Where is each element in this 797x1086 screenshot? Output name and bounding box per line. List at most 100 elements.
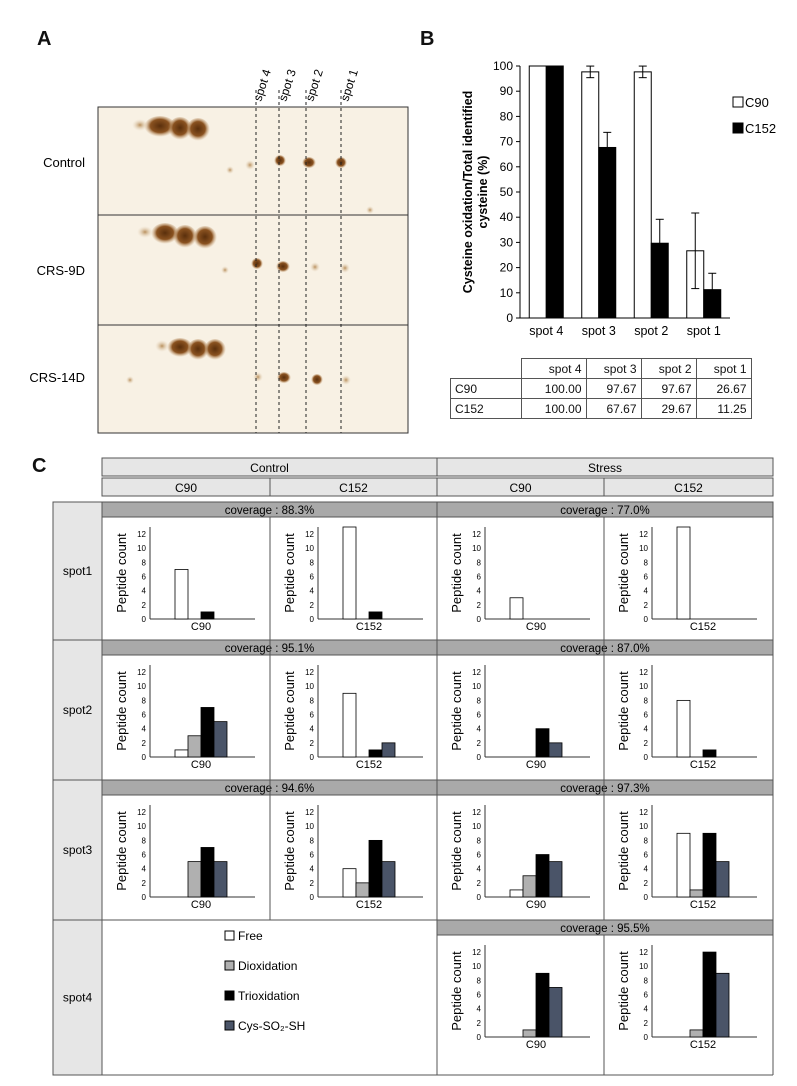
table-cell (450, 358, 522, 379)
row-label: spot3 (63, 843, 93, 857)
table-header-row: spot 4 spot 3 spot 2 spot 1 (450, 358, 752, 379)
table-row: C152 100.00 67.67 29.67 11.25 (450, 398, 752, 419)
sub-header: C152 (339, 481, 368, 495)
mini-tick-label: 6 (310, 851, 315, 860)
mini-tick-label: 4 (477, 1005, 482, 1014)
bar (581, 71, 600, 319)
mini-tick-label: 2 (310, 601, 315, 610)
mini-tick-label: 8 (477, 696, 482, 705)
legend-swatch (224, 1020, 235, 1031)
table-cell: spot 4 (520, 358, 587, 379)
mini-tick-label: 12 (137, 808, 146, 817)
mini-tick-label: 6 (477, 711, 482, 720)
mini-bar (174, 749, 189, 758)
mini-y-label: Peptide count (114, 811, 129, 891)
mini-tick-label: 6 (644, 851, 649, 860)
mini-tick-label: 2 (644, 879, 649, 888)
table-row-label: C90 (450, 378, 522, 399)
mini-tick-label: 6 (477, 991, 482, 1000)
mini-tick-label: 2 (310, 739, 315, 748)
mini-tick-label: 0 (310, 893, 315, 902)
bar (633, 71, 652, 319)
group-header: Control (250, 461, 289, 475)
mini-tick-label: 12 (305, 808, 314, 817)
mini-tick-label: 6 (644, 573, 649, 582)
mini-tick-label: 12 (305, 530, 314, 539)
mini-tick-label: 12 (639, 808, 648, 817)
mini-tick-label: 2 (142, 601, 147, 610)
mini-bar (342, 692, 357, 758)
mini-tick-label: 6 (477, 851, 482, 860)
y-tick-label: 100 (493, 59, 513, 73)
mini-tick-label: 10 (305, 682, 314, 691)
spot-label: spot 4 (251, 67, 275, 103)
mini-tick-label: 10 (137, 822, 146, 831)
mini-tick-label: 0 (477, 615, 482, 624)
mini-x-label: C90 (191, 899, 211, 911)
mini-bar (548, 987, 563, 1038)
legend-label: Dioxidation (238, 959, 297, 973)
mini-bar (368, 611, 383, 620)
mini-tick-label: 4 (477, 587, 482, 596)
mini-tick-label: 2 (644, 739, 649, 748)
gel-row-label: CRS-9D (37, 263, 85, 278)
table-cell: 97.67 (585, 378, 642, 399)
table-row: C90 100.00 97.67 97.67 26.67 (450, 378, 752, 399)
table-cell: 100.00 (520, 398, 587, 419)
mini-tick-label: 12 (472, 808, 481, 817)
peptide-count-grid: Control Stress C90 C152 C90 C152 spot1 coverage… (52, 457, 774, 1076)
x-tick-label: spot 4 (529, 324, 563, 338)
y-axis-label: Cysteine oxidation/Total identifiedcyste… (461, 91, 490, 294)
gel-row-label: Control (43, 155, 85, 170)
gel-image-control (97, 106, 409, 226)
y-tick-label: 0 (506, 311, 513, 325)
x-tick-label: spot 1 (687, 324, 721, 338)
mini-tick-label: 10 (137, 682, 146, 691)
mini-bar (368, 839, 383, 898)
mini-bar (702, 749, 717, 758)
bar (545, 65, 564, 319)
mini-y-label: Peptide count (449, 671, 464, 751)
mini-bar (522, 1029, 537, 1038)
row-label: spot1 (63, 564, 93, 578)
mini-bar (715, 972, 730, 1038)
mini-tick-label: 0 (477, 1033, 482, 1042)
mini-tick-label: 6 (644, 991, 649, 1000)
mini-bar (342, 868, 357, 898)
mini-bar (548, 742, 563, 758)
mini-bar (676, 526, 691, 620)
mini-x-label: C152 (690, 1039, 716, 1051)
mini-bar (342, 526, 357, 620)
mini-bar (355, 882, 370, 898)
mini-bar (676, 699, 691, 758)
y-tick-label: 10 (500, 286, 514, 300)
mini-tick-label: 6 (142, 573, 147, 582)
mini-x-label: C152 (356, 621, 382, 633)
mini-bar (535, 854, 550, 898)
y-tick-label: 70 (500, 135, 514, 149)
mini-y-label: Peptide count (616, 671, 631, 751)
mini-bar (213, 861, 228, 898)
legend-swatch (224, 990, 235, 1001)
mini-tick-label: 12 (472, 530, 481, 539)
mini-x-label: C90 (526, 759, 546, 771)
mini-tick-label: 10 (305, 822, 314, 831)
mini-tick-label: 0 (142, 753, 147, 762)
mini-tick-label: 2 (142, 739, 147, 748)
mini-bar (368, 749, 383, 758)
mini-y-label: Peptide count (449, 533, 464, 613)
mini-x-label: C152 (690, 899, 716, 911)
table-cell: 26.67 (695, 378, 752, 399)
x-tick-label: spot 2 (634, 324, 668, 338)
mini-bar (535, 728, 550, 758)
table-cell: 100.00 (520, 378, 587, 399)
gel-row-label: CRS-14D (30, 370, 85, 385)
mini-tick-label: 0 (644, 615, 649, 624)
mini-bar (381, 742, 396, 758)
table-cell: spot 2 (640, 358, 697, 379)
row-label: spot4 (63, 991, 93, 1005)
panel-label-b: B (420, 28, 435, 50)
mini-tick-label: 8 (310, 696, 315, 705)
y-tick-label: 60 (500, 160, 514, 174)
coverage-label: coverage : 87.0% (560, 643, 650, 655)
